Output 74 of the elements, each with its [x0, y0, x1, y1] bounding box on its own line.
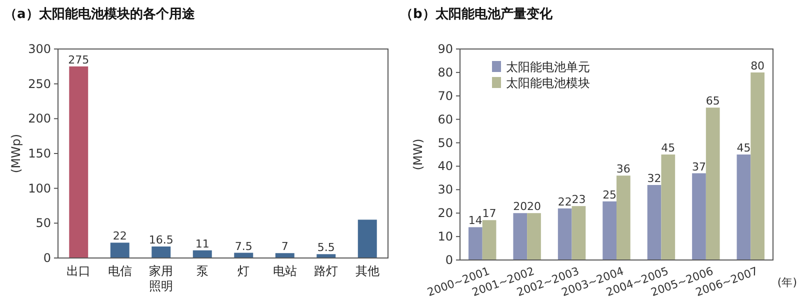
x-tick-label: 电站	[272, 264, 297, 278]
x-axis-title: (年)	[777, 276, 797, 289]
x-tick-label: 泵	[196, 264, 208, 278]
bar	[482, 220, 496, 260]
bar	[69, 66, 88, 258]
y-tick-label: 150	[28, 146, 51, 160]
data-label: 275	[68, 53, 90, 66]
data-label: 25	[602, 188, 617, 202]
legend-label: 太阳能电池模块	[506, 76, 590, 90]
data-label: 16.5	[148, 234, 174, 247]
y-tick-label: 200	[28, 112, 51, 126]
chart-title: （b）太阳能电池产量变化	[400, 6, 554, 22]
data-label: 20	[527, 200, 541, 214]
bar	[750, 72, 765, 260]
data-label: 5.5	[317, 241, 335, 254]
bar	[736, 154, 751, 260]
bar	[110, 242, 130, 258]
bar	[527, 213, 541, 260]
y-tick-label: 0	[43, 251, 51, 265]
data-label: 80	[750, 59, 765, 72]
y-tick-label: 250	[28, 76, 51, 91]
chart-title: （a）太阳能电池模块的各个用途	[4, 6, 196, 22]
y-tick-label: 10	[438, 230, 453, 244]
legend-label: 太阳能电池单元	[506, 60, 590, 74]
bar	[661, 154, 676, 260]
data-label: 45	[661, 142, 676, 154]
y-axis-title: (MWp)	[9, 134, 23, 174]
data-label: 65	[706, 94, 720, 108]
x-tick-label: 家用照明	[149, 264, 174, 293]
x-tick-label: 灯	[238, 264, 250, 278]
y-tick-label: 0	[445, 253, 453, 267]
data-label: 45	[736, 142, 751, 154]
bar	[152, 246, 171, 258]
y-tick-label: 100	[28, 181, 51, 196]
x-tick-label: 电信	[108, 264, 132, 278]
data-label: 36	[616, 162, 630, 176]
y-tick-label: 300	[28, 42, 51, 56]
data-label: 7.5	[234, 240, 252, 253]
data-label: 22	[558, 195, 572, 208]
bar	[316, 254, 336, 258]
y-axis-title: (MW)	[411, 138, 425, 170]
bar	[468, 227, 482, 260]
bar	[602, 201, 616, 260]
y-tick-label: 50	[438, 136, 453, 150]
x-tick-label: 路灯	[314, 264, 338, 278]
bar	[616, 176, 630, 260]
bar	[192, 250, 212, 258]
data-label: 23	[572, 193, 586, 206]
x-tick-label: 其他	[355, 264, 380, 278]
y-tick-label: 70	[438, 88, 453, 103]
data-label: 32	[647, 172, 662, 185]
bar	[358, 220, 377, 258]
y-tick-label: 40	[438, 159, 453, 174]
data-label: 11	[195, 237, 210, 250]
data-label: 22	[112, 230, 127, 243]
data-label: 20	[513, 200, 528, 214]
y-tick-label: 30	[438, 182, 453, 197]
bar	[647, 184, 662, 260]
data-label: 7	[281, 240, 288, 254]
y-tick-label: 20	[438, 206, 453, 220]
data-label: 17	[482, 207, 496, 220]
data-label: 37	[692, 160, 706, 174]
y-tick-label: 50	[36, 216, 51, 230]
y-tick-label: 90	[438, 42, 453, 56]
bar	[513, 213, 528, 260]
data-label: 14	[468, 214, 482, 228]
bar	[275, 253, 294, 258]
bar	[706, 108, 720, 260]
bar	[692, 173, 706, 260]
bar	[558, 208, 572, 260]
bar	[572, 206, 586, 260]
x-tick-label: 出口	[66, 264, 91, 278]
y-tick-label: 80	[438, 65, 453, 80]
y-tick-label: 60	[438, 112, 453, 126]
